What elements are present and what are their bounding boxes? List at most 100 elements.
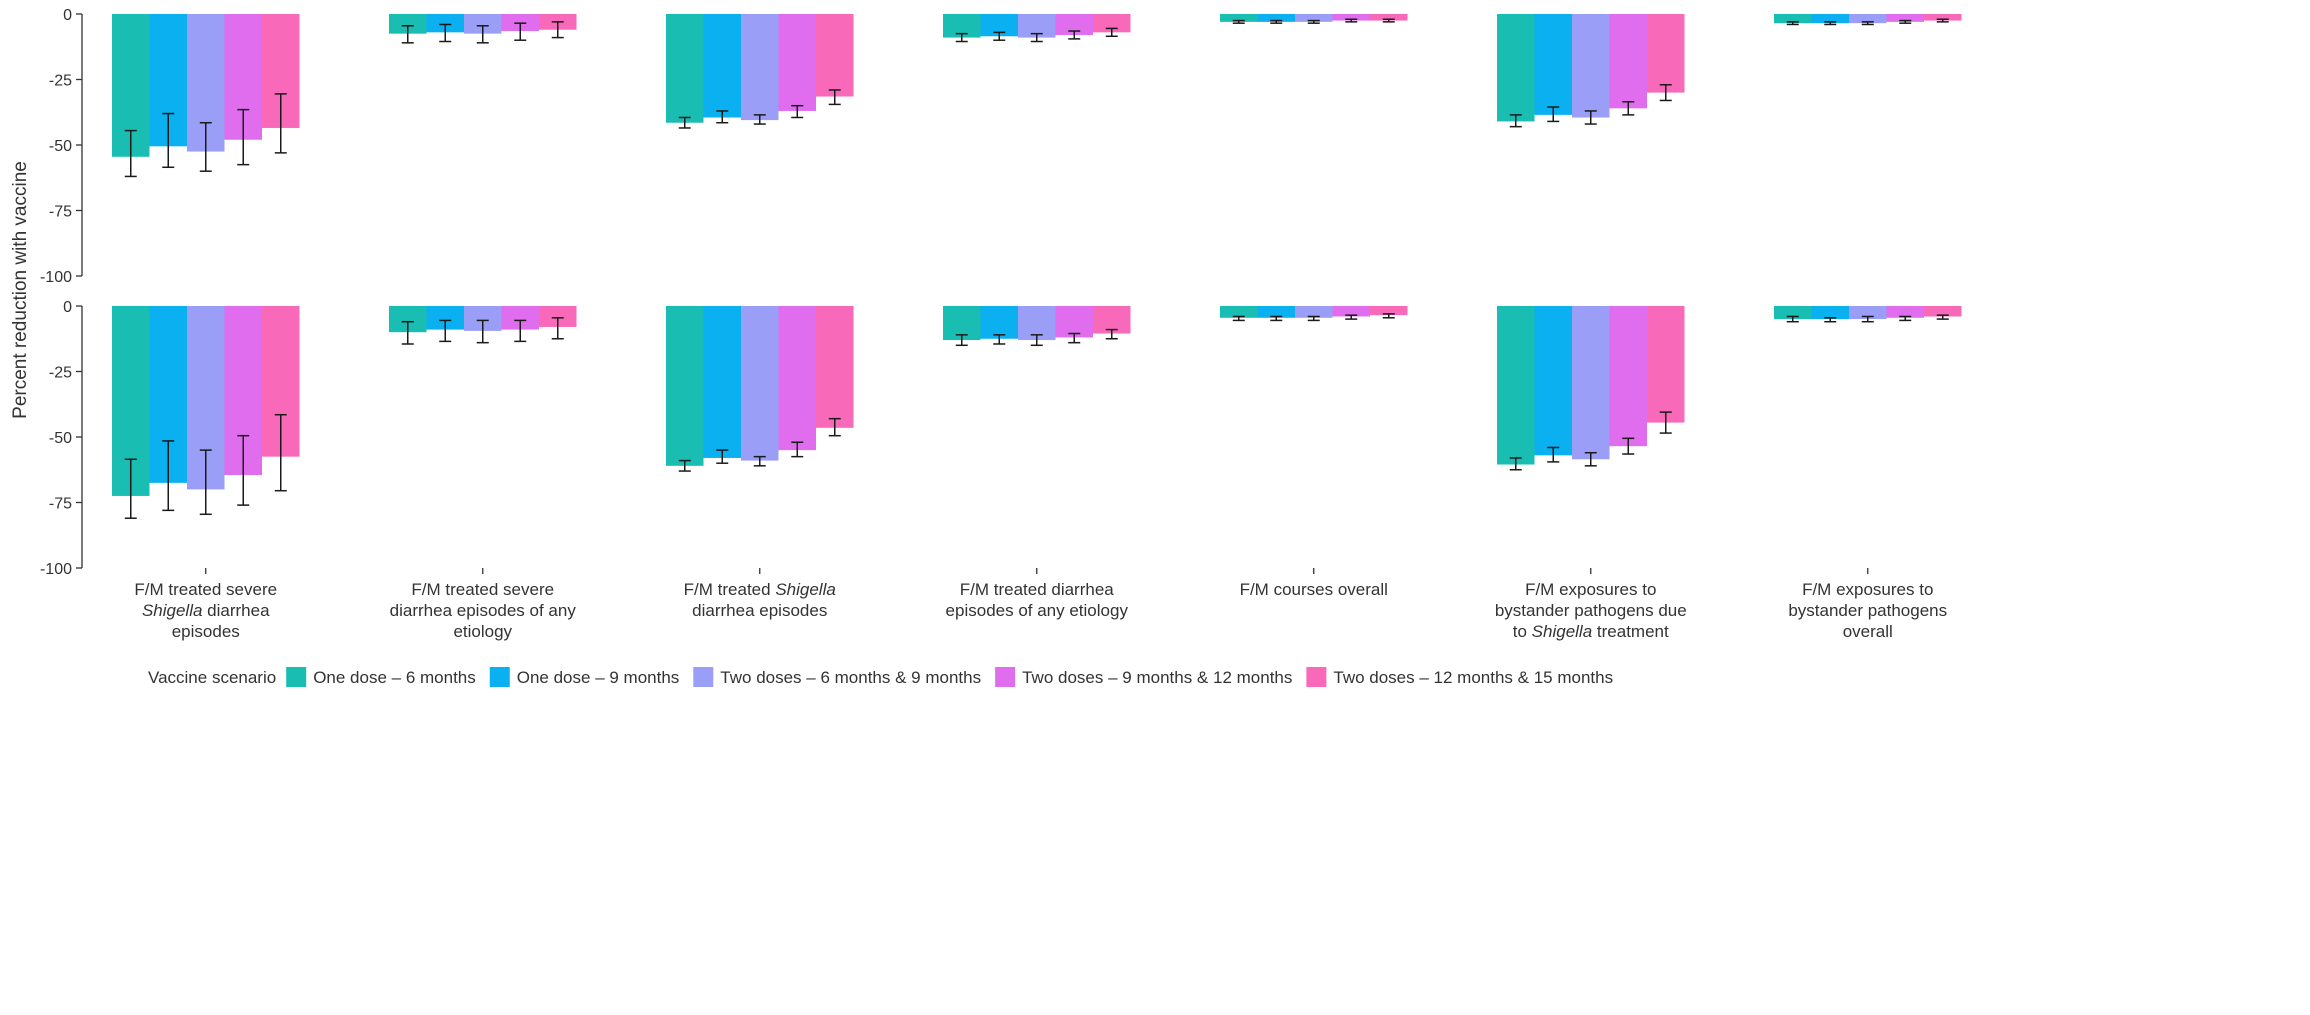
x-tick-label: F/M exposures to bystander pathogens due t… (1495, 580, 1687, 641)
bar (1811, 306, 1849, 320)
legend-item: Two doses – 12 months & 15 months (1306, 667, 1613, 687)
error-bar (1659, 83, 1672, 102)
bar (816, 14, 854, 97)
bar (666, 306, 704, 466)
bar (1886, 14, 1924, 22)
error-bar (1105, 27, 1118, 38)
bar (1295, 306, 1333, 318)
bar (1534, 306, 1572, 456)
bar (426, 306, 464, 330)
panel-1: 0 -25 -50 -75 -100 (40, 7, 1962, 286)
error-bar (274, 93, 287, 154)
error-bar (1307, 19, 1320, 24)
bar (1811, 14, 1849, 24)
legend-label: Two doses – 12 months & 15 months (1333, 668, 1613, 687)
bar (1572, 306, 1610, 460)
legend-swatch (489, 667, 510, 687)
legend-item: One dose – 9 months (489, 667, 679, 687)
error-bar (1345, 18, 1358, 23)
error-bar (716, 110, 729, 124)
legend-label: Two doses – 9 months & 12 months (1022, 668, 1292, 687)
error-bar (678, 459, 691, 472)
x-axis-labels: F/M treated severe Shigella diarrhea episo… (134, 568, 1947, 641)
error-bar (993, 334, 1006, 345)
error-bar (1547, 446, 1560, 463)
y-tick-label: 0 (63, 7, 72, 24)
x-tick-label: F/M exposures to bystander pathogens overa… (1788, 580, 1947, 641)
legend-title: Vaccine scenario (148, 668, 276, 687)
bar (426, 14, 464, 33)
bar (1370, 306, 1408, 316)
y-tick-label: -50 (49, 138, 72, 155)
legend-swatch (995, 667, 1016, 687)
bar (1332, 14, 1370, 21)
error-bar (1936, 18, 1949, 23)
legend-label: One dose – 6 months (313, 668, 476, 687)
error-bar (162, 112, 175, 169)
error-bar (199, 121, 212, 172)
error-bar (476, 319, 489, 344)
error-bar (791, 441, 804, 458)
error-bar (1382, 18, 1395, 23)
bar (389, 14, 427, 34)
bar (1497, 306, 1535, 465)
x-tick-label: F/M treated diarrhea episodes of any etio… (946, 580, 1129, 620)
error-bar (1584, 451, 1597, 467)
bar (1257, 14, 1295, 22)
error-bar (1622, 437, 1635, 455)
y-tick-label: -75 (49, 496, 72, 513)
bar (666, 14, 704, 123)
bar (1647, 14, 1685, 93)
bar (1534, 14, 1572, 115)
y-tick-label: -50 (49, 430, 72, 447)
bar (1647, 306, 1685, 423)
bar (1849, 14, 1887, 24)
bar (980, 306, 1018, 339)
bar (1924, 306, 1962, 317)
error-bar (514, 22, 527, 41)
legend: Vaccine scenario One dose – 6 months One d… (148, 667, 1613, 687)
bar (1295, 14, 1333, 22)
error-bar (124, 129, 137, 178)
error-bar (237, 434, 250, 506)
error-bar (476, 25, 489, 44)
legend-label: Two doses – 6 months & 9 months (720, 668, 981, 687)
bar (1332, 306, 1370, 317)
bar (1220, 306, 1258, 318)
y-tick-label: -25 (49, 73, 72, 90)
error-bar (401, 25, 414, 44)
bar (703, 14, 741, 118)
y-tick-label: -100 (40, 269, 72, 286)
error-bar (1786, 315, 1799, 323)
panels-layer: 0 -25 -50 -75 -100 0 -25 -50 -75 -100 (40, 7, 1962, 578)
bar (943, 14, 981, 38)
error-bar (1030, 334, 1043, 347)
error-bar (199, 449, 212, 516)
error-bar (1936, 314, 1949, 320)
bar (1093, 14, 1131, 33)
error-bar (1232, 19, 1245, 24)
x-tick-label: F/M courses overall (1240, 580, 1388, 599)
x-tick-label: F/M treated Shigella diarrhea episodes (684, 580, 836, 620)
bar (778, 14, 816, 111)
legend-item: Two doses – 9 months & 12 months (995, 667, 1292, 687)
legend-swatch (1306, 667, 1327, 687)
error-bar (955, 334, 968, 347)
error-bar (401, 320, 414, 345)
error-bar (1030, 32, 1043, 43)
bar (464, 14, 502, 34)
error-bar (1861, 315, 1874, 323)
error-bar (1382, 313, 1395, 319)
bar (1774, 14, 1812, 24)
bar (1609, 14, 1647, 109)
error-bar (1584, 110, 1597, 125)
error-bar (828, 89, 841, 106)
error-bar (753, 455, 766, 467)
error-bar (993, 31, 1006, 41)
x-tick-label: F/M treated severe Shigella diarrhea episo… (134, 580, 277, 641)
error-bar (274, 413, 287, 492)
bar (1055, 306, 1093, 338)
error-bar (439, 23, 452, 43)
